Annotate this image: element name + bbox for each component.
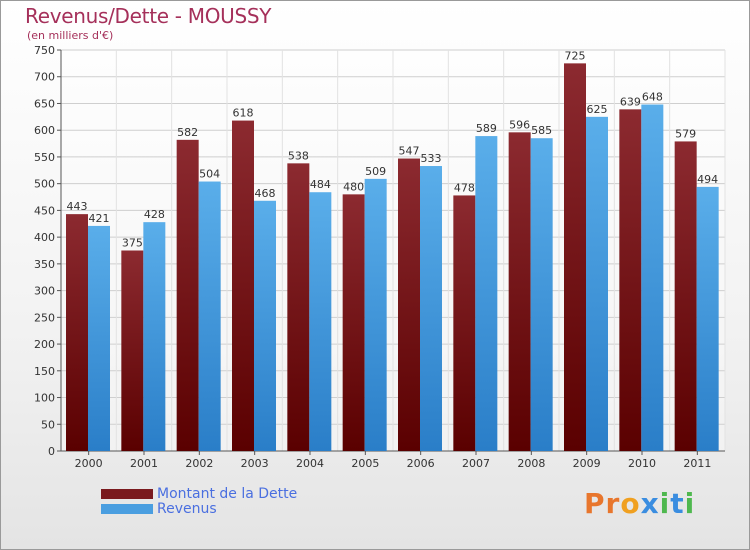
x-tick-label: 2005 xyxy=(351,457,379,470)
y-tick-label: 150 xyxy=(34,365,55,378)
y-tick-label: 350 xyxy=(34,258,55,271)
bar-revenue xyxy=(641,104,664,451)
bar-debt xyxy=(564,63,586,451)
bar-revenue xyxy=(254,200,276,451)
bar-revenue xyxy=(143,222,166,451)
y-tick-label: 700 xyxy=(34,71,55,84)
data-label-debt: 443 xyxy=(67,200,88,213)
y-tick-label: 200 xyxy=(34,338,55,351)
bar-revenue xyxy=(309,192,332,452)
y-tick-label: 50 xyxy=(41,418,55,431)
bar-debt xyxy=(619,109,642,452)
logo-letter: t xyxy=(670,487,685,520)
x-tick-label: 2007 xyxy=(462,457,490,470)
bar-revenue xyxy=(88,225,110,451)
legend-swatch-debt xyxy=(101,489,153,499)
y-tick-label: 750 xyxy=(34,44,55,57)
data-label-revenue: 589 xyxy=(476,122,497,135)
bar-debt xyxy=(232,120,254,452)
legend-label-debt: Montant de la Dette xyxy=(157,486,298,502)
data-label-debt: 582 xyxy=(177,126,198,139)
data-label-debt: 478 xyxy=(454,181,475,194)
data-label-revenue: 648 xyxy=(642,91,663,104)
bar-revenue xyxy=(364,178,387,451)
data-label-debt: 538 xyxy=(288,149,309,162)
x-tick-label: 2004 xyxy=(296,457,324,470)
bar-revenue xyxy=(475,136,498,451)
data-label-debt: 618 xyxy=(233,107,254,120)
y-tick-label: 450 xyxy=(34,204,55,217)
axes: 0 50 100 150 200 250 300 350 400 450 500 550 600 650 7… xyxy=(34,44,725,470)
y-tick-label: 500 xyxy=(34,178,55,191)
y-tick-label: 300 xyxy=(34,285,55,298)
bar-revenue xyxy=(198,181,221,451)
data-label-debt: 725 xyxy=(565,49,586,62)
grid-lines xyxy=(60,49,726,452)
data-label-debt: 480 xyxy=(343,180,364,193)
bar-revenue xyxy=(696,186,719,451)
x-tick-label: 2001 xyxy=(130,457,158,470)
x-tick-label: 2008 xyxy=(517,457,545,470)
x-tick-label: 2000 xyxy=(75,457,103,470)
bar-debt xyxy=(121,250,144,451)
legend-label-revenue: Revenus xyxy=(157,501,217,517)
bar-revenue xyxy=(586,116,608,451)
x-tick-label: 2009 xyxy=(573,457,601,470)
proxiti-logo: Proxiti xyxy=(584,487,695,520)
data-label-debt: 375 xyxy=(122,237,143,250)
data-label-revenue: 428 xyxy=(144,208,165,221)
y-tick-label: 100 xyxy=(34,392,55,405)
bar-debt xyxy=(453,195,476,451)
bar-debt xyxy=(508,132,531,451)
data-label-revenue: 504 xyxy=(199,168,220,181)
x-tick-label: 2002 xyxy=(185,457,213,470)
data-label-revenue: 484 xyxy=(310,178,331,191)
bar-revenue xyxy=(530,138,553,451)
bar-debt xyxy=(66,214,88,451)
bar-debt xyxy=(287,163,310,451)
logo-letter: i xyxy=(684,487,696,520)
x-tick-label: 2006 xyxy=(407,457,435,470)
y-tick-label: 550 xyxy=(34,151,55,164)
legend-swatch-revenue xyxy=(101,504,153,514)
y-tick-label: 600 xyxy=(34,124,55,137)
logo-letter: r xyxy=(605,487,621,520)
bar-debt xyxy=(398,158,420,451)
y-tick-label: 0 xyxy=(48,445,55,458)
y-tick-label: 400 xyxy=(34,231,55,244)
data-label-revenue: 468 xyxy=(255,187,276,200)
x-tick-label: 2011 xyxy=(683,457,711,470)
bars xyxy=(66,63,719,452)
data-label-debt: 639 xyxy=(620,95,641,108)
bar-revenue xyxy=(420,166,442,452)
data-label-revenue: 533 xyxy=(421,152,442,165)
chart-title: Revenus/Dette - MOUSSY xyxy=(25,4,272,28)
logo-letter: o xyxy=(620,487,641,520)
x-tick-label: 2010 xyxy=(628,457,656,470)
logo-letter: P xyxy=(584,487,606,520)
data-label-debt: 547 xyxy=(399,145,420,158)
data-label-revenue: 585 xyxy=(531,124,552,137)
chart-subtitle: (en milliers d'€) xyxy=(27,29,114,42)
x-tick-label: 2003 xyxy=(241,457,269,470)
data-label-revenue: 494 xyxy=(697,173,718,186)
data-label-debt: 596 xyxy=(509,118,530,131)
logo-letter: x xyxy=(640,487,660,520)
bar-debt xyxy=(674,141,697,452)
y-tick-label: 650 xyxy=(34,97,55,110)
bar-debt xyxy=(342,194,365,452)
data-label-revenue: 509 xyxy=(365,165,386,178)
data-label-revenue: 625 xyxy=(587,103,608,116)
data-label-debt: 579 xyxy=(675,127,696,140)
bar-debt xyxy=(176,139,199,451)
y-tick-label: 250 xyxy=(34,311,55,324)
data-label-revenue: 421 xyxy=(89,212,110,225)
logo-letter: i xyxy=(659,487,671,520)
